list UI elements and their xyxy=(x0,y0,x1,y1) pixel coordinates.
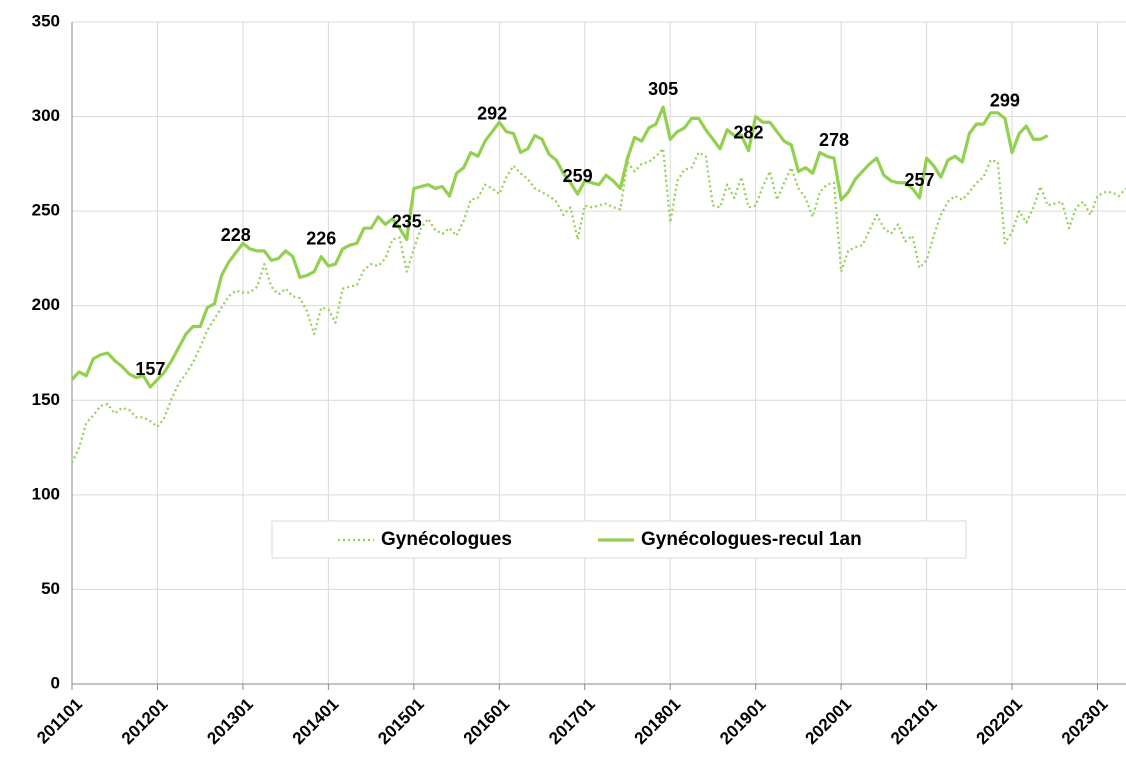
data-label: 226 xyxy=(306,229,336,249)
y-tick-label: 350 xyxy=(32,11,60,30)
data-label: 257 xyxy=(904,170,934,190)
series-line xyxy=(71,147,1126,464)
legend-label: Gynécologues-recul 1an xyxy=(641,529,862,550)
x-tick-label: 201601 xyxy=(460,695,514,749)
x-tick-label: 202001 xyxy=(802,695,856,749)
x-tick-label: 202201 xyxy=(973,695,1027,749)
y-tick-label: 100 xyxy=(32,484,60,503)
data-label: 292 xyxy=(477,104,507,124)
data-label: 157 xyxy=(135,359,165,379)
x-tick-label: 201301 xyxy=(203,695,257,749)
x-tick-label: 201901 xyxy=(716,695,770,749)
y-tick-label: 150 xyxy=(32,390,60,409)
data-label: 305 xyxy=(648,79,678,99)
axes: 0 50 100 150 200 250 300 350 201101 201201 201301 2… xyxy=(32,11,1126,748)
x-tick-label: 201401 xyxy=(289,695,343,749)
data-label: 235 xyxy=(392,212,422,232)
data-label: 282 xyxy=(734,123,764,143)
y-tick-label: 50 xyxy=(41,579,60,598)
y-tick-label: 0 xyxy=(51,673,60,692)
x-tick-label: 201201 xyxy=(118,695,172,749)
data-label: 299 xyxy=(990,90,1020,110)
x-tick-label: 201701 xyxy=(545,695,599,749)
series-line xyxy=(70,105,1049,389)
x-tick-label: 201101 xyxy=(33,695,86,748)
grid xyxy=(71,21,1126,685)
x-tick-label: 202301 xyxy=(1058,695,1112,749)
x-tick-label: 201801 xyxy=(631,695,685,749)
y-tick-label: 250 xyxy=(32,201,60,220)
data-label: 228 xyxy=(221,225,251,245)
legend: Gynécologues Gynécologues-recul 1an xyxy=(271,520,967,559)
y-tick-label: 300 xyxy=(32,106,60,125)
lines xyxy=(70,105,1126,464)
x-tick-label: 201501 xyxy=(374,695,428,749)
legend-label: Gynécologues xyxy=(381,529,512,550)
data-label: 278 xyxy=(819,130,849,150)
y-tick-label: 200 xyxy=(32,295,60,314)
x-tick-label: 202101 xyxy=(887,695,941,749)
labels: 157 228 226 235 292 259 305 282 278 257 299 xyxy=(135,79,1020,379)
data-label: 259 xyxy=(563,166,593,186)
